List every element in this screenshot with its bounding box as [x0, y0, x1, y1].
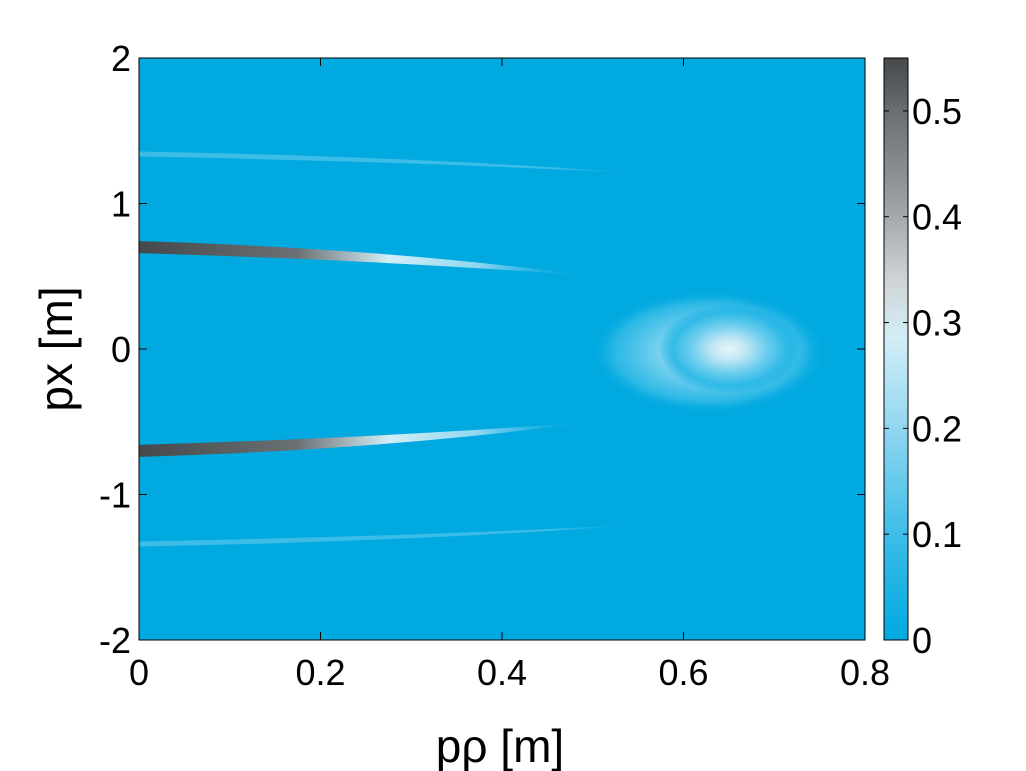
x-axis-ticks: 0 0.2 0.4 0.6 0.8: [129, 58, 890, 693]
y-tick-label: -2: [99, 620, 131, 661]
streak-1: [139, 421, 593, 457]
y-tick-label: 2: [111, 38, 131, 79]
y-axis-label: px [m]: [30, 286, 82, 411]
colorbar-tick-label: 0.1: [912, 514, 962, 555]
streak-0: [139, 241, 593, 277]
x-tick-label: 0.8: [840, 652, 890, 693]
x-tick-label: 0.2: [295, 652, 345, 693]
x-tick-label: 0.6: [658, 652, 708, 693]
colorbar: 0 0.1 0.2 0.3 0.4 0.5: [883, 57, 962, 661]
colorbar-tick-label: 0.3: [912, 303, 962, 344]
colorbar-tick-label: 0.2: [912, 408, 962, 449]
colorbar-ticks: 0 0.1 0.2 0.3 0.4 0.5: [884, 91, 962, 661]
colorbar-tick-label: 0.4: [912, 197, 962, 238]
x-tick-label: 0: [129, 652, 149, 693]
y-tick-label: 0: [111, 329, 131, 370]
plot-area: [139, 58, 865, 640]
blob-core: [658, 305, 799, 393]
heatmap-features: [139, 151, 827, 547]
x-axis-label: pρ [m]: [436, 720, 564, 771]
streak-2: [139, 151, 657, 175]
y-tick-label: 1: [111, 184, 131, 225]
x-tick-label: 0.4: [477, 652, 527, 693]
y-axis-ticks: -2 -1 0 1 2: [99, 38, 865, 661]
colorbar-tick-label: 0.5: [912, 91, 962, 132]
colorbar-gradient: [883, 57, 909, 641]
y-tick-label: -1: [99, 475, 131, 516]
streak-3: [139, 523, 657, 547]
colorbar-tick-label: 0: [912, 620, 932, 661]
